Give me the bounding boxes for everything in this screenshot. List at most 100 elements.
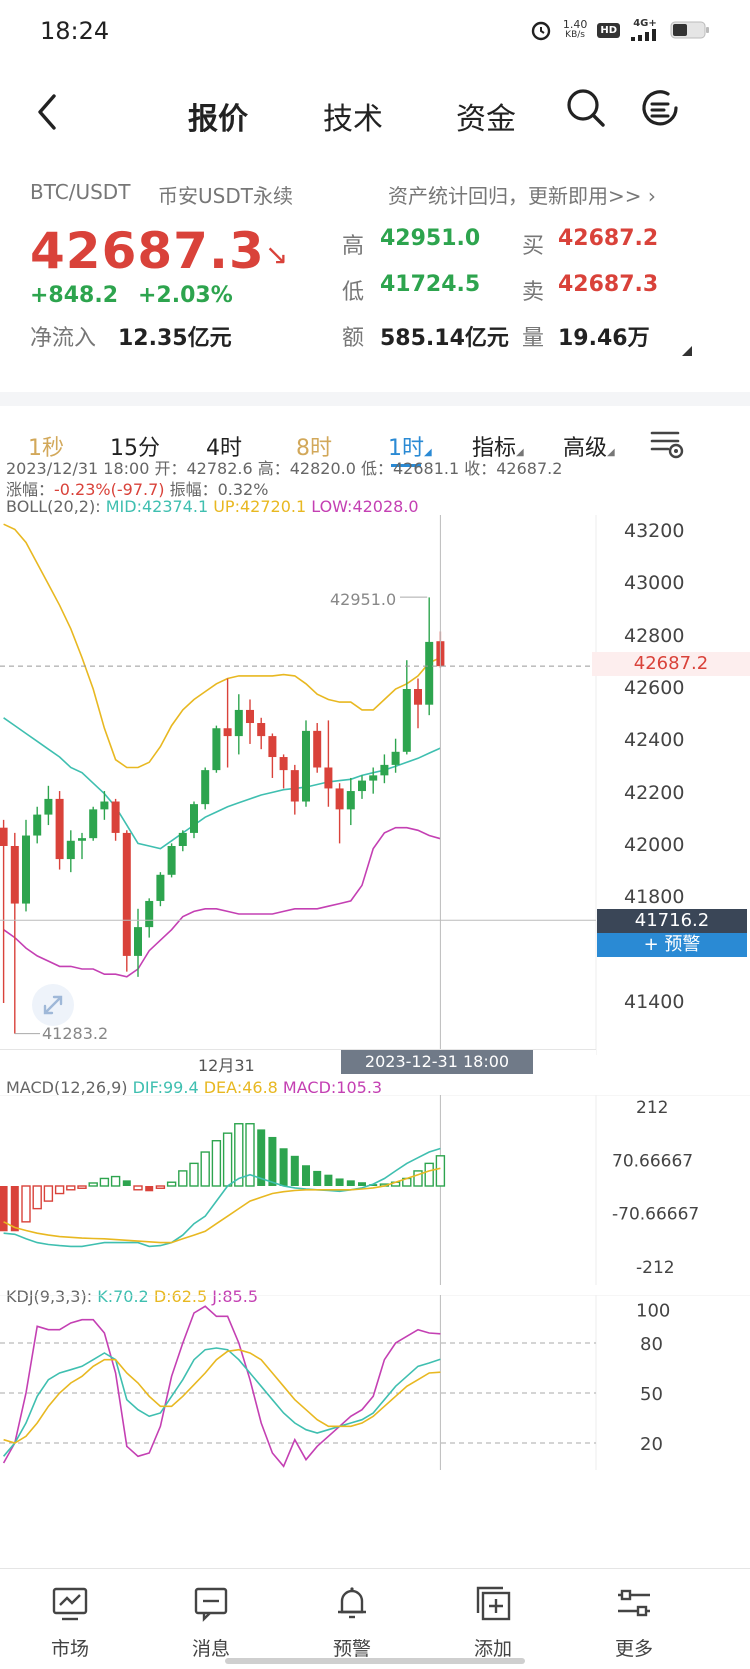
macd-histogram-bar xyxy=(99,1177,110,1187)
home-indicator xyxy=(225,1658,525,1664)
macd-histogram-bar xyxy=(335,1178,344,1186)
candlestick-chart[interactable] xyxy=(0,515,750,1055)
active-interval-underline xyxy=(391,464,421,467)
macd-histogram-bar xyxy=(245,1123,255,1187)
candle-body xyxy=(33,814,42,836)
boll-lower-line xyxy=(3,826,441,978)
macd-histogram-bar xyxy=(413,1170,423,1187)
tab-technical[interactable]: 技术 xyxy=(323,102,383,137)
last-price: 42687.3↘ xyxy=(30,222,290,280)
candle-body xyxy=(190,804,198,833)
macd-histogram-bar xyxy=(133,1185,143,1191)
search-icon[interactable] xyxy=(565,87,607,129)
macd-histogram-bar xyxy=(77,1185,87,1189)
candle-body xyxy=(167,846,176,875)
tab-funds[interactable]: 资金 xyxy=(456,102,516,137)
macd-histogram-bar xyxy=(324,1174,333,1186)
price-change: +848.2 xyxy=(30,283,119,308)
macd-histogram-bar xyxy=(54,1185,65,1195)
candle-body xyxy=(425,641,434,705)
price-tick-label: 42200 xyxy=(624,781,685,804)
candle-body xyxy=(55,798,64,860)
macd-histogram-bar xyxy=(145,1186,154,1192)
bottom-nav-market[interactable]: 市场 xyxy=(25,1583,115,1661)
macd-histogram-bar xyxy=(88,1182,98,1187)
candle-body xyxy=(89,809,98,839)
high-marker-label: 42951.0 xyxy=(330,590,397,609)
kdj-j-line xyxy=(2,1305,441,1468)
candle-body xyxy=(156,874,165,901)
top-nav: 报价 技术 资金 xyxy=(0,70,750,160)
tab-quote[interactable]: 报价 xyxy=(188,102,248,137)
crosshair-price-tag: 41716.2 xyxy=(597,909,747,933)
macd-histogram-bar xyxy=(358,1182,366,1186)
net-speed: 1.40 KB/s xyxy=(562,18,588,40)
candle-body xyxy=(358,780,366,792)
add-icon xyxy=(476,1586,511,1621)
candle-body xyxy=(111,801,120,833)
price-tick-label: 42600 xyxy=(624,677,685,699)
candle-body xyxy=(66,840,75,860)
bottom-nav-messages[interactable]: 消息 xyxy=(166,1583,256,1661)
boll-mid-line xyxy=(3,717,441,850)
macd-histogram-bar xyxy=(222,1132,233,1187)
volume-value: 19.46万 xyxy=(558,326,650,351)
menu-icon[interactable] xyxy=(638,86,682,130)
status-bar: 18:24 1.40 KB/s HD 4G+ xyxy=(0,0,750,70)
battery-icon xyxy=(670,21,709,39)
interval-1h[interactable]: 1时◢ xyxy=(388,436,432,461)
interval-4h[interactable]: 4时 xyxy=(206,436,242,461)
ask-label: 卖 xyxy=(522,280,545,305)
ask-value: 42687.3 xyxy=(558,272,659,297)
bottom-nav-more[interactable]: 更多 xyxy=(589,1583,679,1661)
price-tick-label: 42000 xyxy=(624,834,685,856)
bottom-nav: 市场 消息 预警 添加 更多 xyxy=(0,1568,750,1669)
status-time: 18:24 xyxy=(40,17,110,45)
interval-15m[interactable]: 15分 xyxy=(110,436,160,461)
date-label: 12月31 xyxy=(198,1056,255,1075)
bottom-nav-add[interactable]: 添加 xyxy=(448,1583,538,1661)
macd-histogram-bar xyxy=(200,1151,210,1187)
macd-histogram-bar xyxy=(257,1129,266,1186)
low-label: 低 xyxy=(342,280,365,305)
interval-1s[interactable]: 1秒 xyxy=(28,436,64,461)
candle-body xyxy=(313,730,322,768)
price-tick-label: 42400 xyxy=(624,729,685,752)
macd-histogram-bar xyxy=(155,1185,166,1189)
candle-body xyxy=(223,728,232,737)
fullscreen-button[interactable] xyxy=(32,984,74,1026)
macd-histogram-bar xyxy=(32,1185,42,1210)
kdj-chart: 100 80 50 20 xyxy=(0,1295,750,1470)
macd-histogram-bar xyxy=(178,1170,188,1187)
interval-8h[interactable]: 8时 xyxy=(296,436,332,461)
candle-body xyxy=(290,770,299,802)
kdj-tick-label: 20 xyxy=(640,1434,663,1455)
macd-histogram-bar xyxy=(189,1162,199,1187)
macd-histogram-bar xyxy=(279,1148,288,1186)
add-alert-button[interactable]: + 预警 xyxy=(597,933,747,957)
expand-corner-icon[interactable] xyxy=(682,346,692,356)
interval-bar: 1秒 15分 4时 8时 1时◢ 指标◢ 高级◢ xyxy=(0,420,750,470)
promo-link[interactable]: 资产统计回归，更新即用>> › xyxy=(388,184,656,208)
bottom-nav-alerts[interactable]: 预警 xyxy=(307,1583,397,1661)
ohlc-info: 2023/12/31 18:00 开：42782.6 高：42820.0 低：4… xyxy=(6,459,563,478)
indicator-menu[interactable]: 指标◢ xyxy=(472,436,524,461)
advanced-menu[interactable]: 高级◢ xyxy=(563,436,615,461)
macd-histogram-bar xyxy=(346,1180,355,1186)
kdj-tick-label: 80 xyxy=(640,1334,663,1355)
candle-body xyxy=(279,757,288,771)
chart-settings-icon[interactable] xyxy=(650,428,686,460)
amount-label: 额 xyxy=(342,326,365,351)
more-sliders-icon xyxy=(618,1589,650,1617)
macd-histogram-bar xyxy=(211,1140,222,1187)
volume-label: 量 xyxy=(522,326,545,351)
market-chart-icon xyxy=(52,1587,88,1621)
macd-dif-line xyxy=(3,1147,441,1248)
candle-body xyxy=(212,728,221,771)
back-arrow-icon[interactable] xyxy=(30,90,66,134)
down-arrow-icon: ↘ xyxy=(264,238,290,271)
last-price-tag: 42687.2 xyxy=(592,652,750,676)
macd-histogram-bar xyxy=(290,1155,299,1186)
macd-histogram-bar xyxy=(435,1155,446,1187)
candle-body xyxy=(246,709,254,724)
